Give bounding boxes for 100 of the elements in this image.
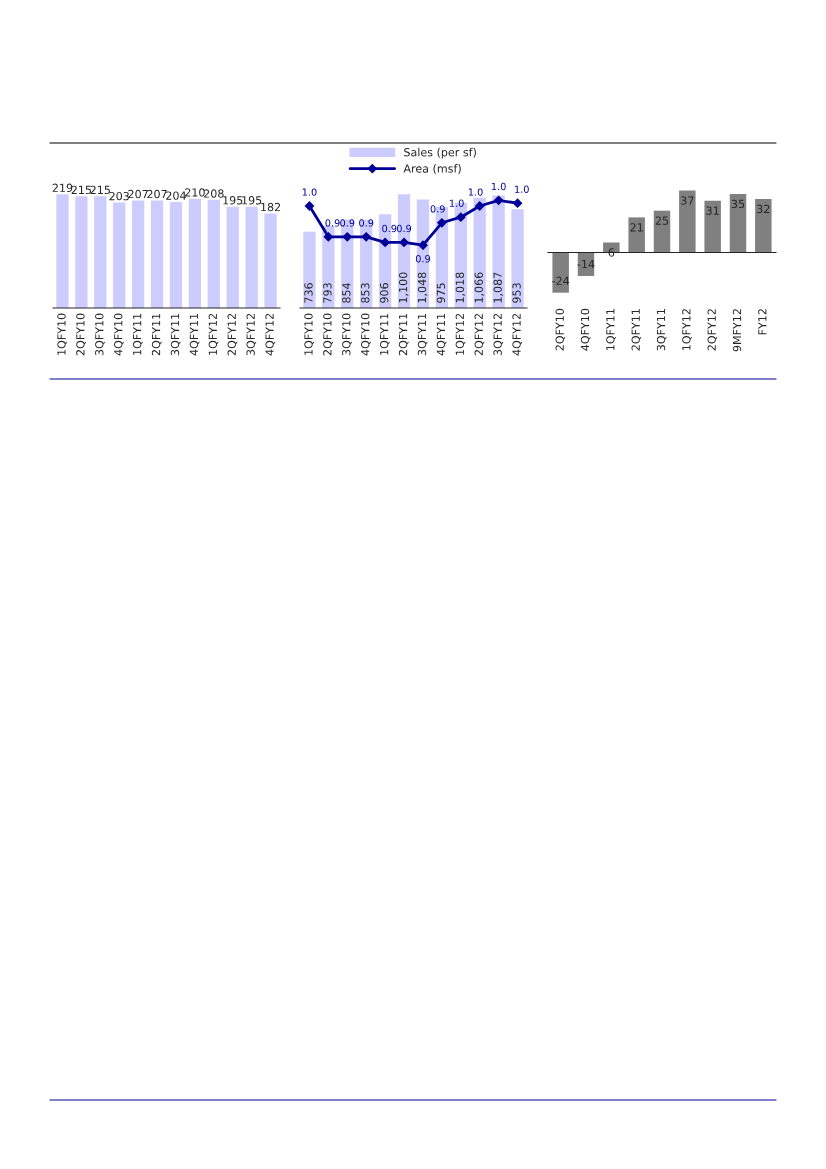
bar <box>131 200 145 308</box>
legend-label: Area (msf) <box>403 164 461 175</box>
x-tick-label: 9MFY12 <box>732 309 742 352</box>
point <box>418 240 428 250</box>
point <box>380 237 390 248</box>
data-label: 219 <box>52 183 73 192</box>
x-tick-label: 4QFY12 <box>265 313 276 356</box>
point <box>494 195 504 205</box>
data-label: 32 <box>757 204 770 214</box>
x-tick-label: 3QFY10 <box>342 313 352 356</box>
x-tick-label: 4QFY11 <box>436 313 447 356</box>
data-label: 736 <box>304 283 313 303</box>
x-tick-label: 2QFY11 <box>151 313 162 356</box>
bar <box>169 201 183 308</box>
x-tick-label: 1QFY10 <box>57 313 67 355</box>
data-label: 25 <box>655 216 669 225</box>
data-label: 215 <box>90 185 110 195</box>
data-label: 35 <box>731 199 745 209</box>
x-tick-label: 3QFY11 <box>170 313 181 356</box>
x-tick-label: 4QFY10 <box>361 313 371 356</box>
point <box>304 201 315 211</box>
bar <box>56 194 69 308</box>
bar <box>397 194 411 308</box>
data-label: 208 <box>204 189 224 198</box>
x-tick-label: FY12 <box>758 309 767 335</box>
data-label: 0.9 <box>359 219 374 227</box>
point <box>456 212 466 222</box>
x-tick-label: 2QFY11 <box>631 309 642 351</box>
data-label: 0.9 <box>325 219 340 227</box>
x-tick-label: 2QFY12 <box>474 313 485 356</box>
point <box>437 218 447 228</box>
data-label: 975 <box>436 283 446 303</box>
point <box>512 198 523 208</box>
x-tick-label: 4QFY12 <box>512 313 523 356</box>
data-label: 182 <box>261 202 281 212</box>
x-tick-label: 3QFY12 <box>493 313 504 356</box>
bar <box>653 210 671 253</box>
x-tick-label: 3QFY10 <box>95 313 105 356</box>
data-label: 195 <box>223 196 243 205</box>
data-label: 21 <box>630 223 643 232</box>
data-label: 215 <box>71 185 92 195</box>
x-tick-label: 2QFY10 <box>76 313 86 356</box>
data-label: 1,100 <box>398 272 409 303</box>
data-label: 1,048 <box>417 272 428 303</box>
x-tick-label: 1QFY12 <box>208 313 219 355</box>
x-tick-label: 4QFY10 <box>580 308 591 351</box>
data-label: 37 <box>681 196 694 205</box>
bar <box>150 200 164 308</box>
data-label: 1,087 <box>493 272 503 303</box>
bar <box>511 209 524 308</box>
data-label: 0.9 <box>340 219 355 227</box>
bar <box>113 202 126 308</box>
x-tick-label: 1QFY10 <box>304 313 314 355</box>
data-label: 1.0 <box>491 182 506 191</box>
bar <box>75 196 88 308</box>
data-label: 207 <box>128 189 148 199</box>
bar <box>552 252 569 293</box>
bar <box>679 190 696 253</box>
bar <box>755 198 772 253</box>
legend-label: Sales (per sf) <box>404 147 476 159</box>
bar <box>94 196 107 308</box>
x-tick-label: 2QFY12 <box>707 309 718 351</box>
point <box>342 232 352 242</box>
data-label: 854 <box>342 282 351 303</box>
data-label: 1.0 <box>515 185 529 193</box>
x-tick-label: 1QFY12 <box>682 309 692 350</box>
x-tick-label: 1QFY11 <box>379 313 390 355</box>
data-label: 793 <box>323 283 332 303</box>
data-label: 0.9 <box>382 224 397 233</box>
x-tick-label: 4QFY10 <box>114 313 124 356</box>
bar <box>628 217 645 253</box>
bar <box>322 225 335 308</box>
point <box>323 232 333 242</box>
data-label: 0.9 <box>430 205 445 213</box>
x-tick-label: 1QFY11 <box>606 309 616 350</box>
x-tick-label: 3QFY11 <box>417 313 428 356</box>
data-label: -24 <box>552 276 570 285</box>
point <box>475 201 485 211</box>
bar <box>188 198 202 308</box>
data-label: 1.0 <box>468 188 483 196</box>
bar <box>245 206 258 308</box>
x-tick-label: 1QFY12 <box>455 313 466 355</box>
x-tick-label: 3QFY11 <box>656 309 667 351</box>
data-label: 1,066 <box>474 272 485 303</box>
data-label: 210 <box>185 188 205 197</box>
bar <box>473 197 486 308</box>
data-label: 195 <box>242 196 262 205</box>
data-label: 0.9 <box>396 224 412 233</box>
data-label: 0.9 <box>415 255 431 263</box>
x-tick-label: 2QFY10 <box>323 313 333 356</box>
data-label: 1.0 <box>449 199 464 207</box>
data-label: 906 <box>379 283 389 303</box>
point <box>361 232 371 242</box>
x-tick-label: 4QFY11 <box>189 313 200 356</box>
bar <box>207 199 220 308</box>
x-tick-label: 1QFY11 <box>132 313 143 355</box>
bar <box>492 195 505 308</box>
bar <box>303 231 316 308</box>
data-label: 1,018 <box>455 272 466 303</box>
bar <box>704 200 721 253</box>
